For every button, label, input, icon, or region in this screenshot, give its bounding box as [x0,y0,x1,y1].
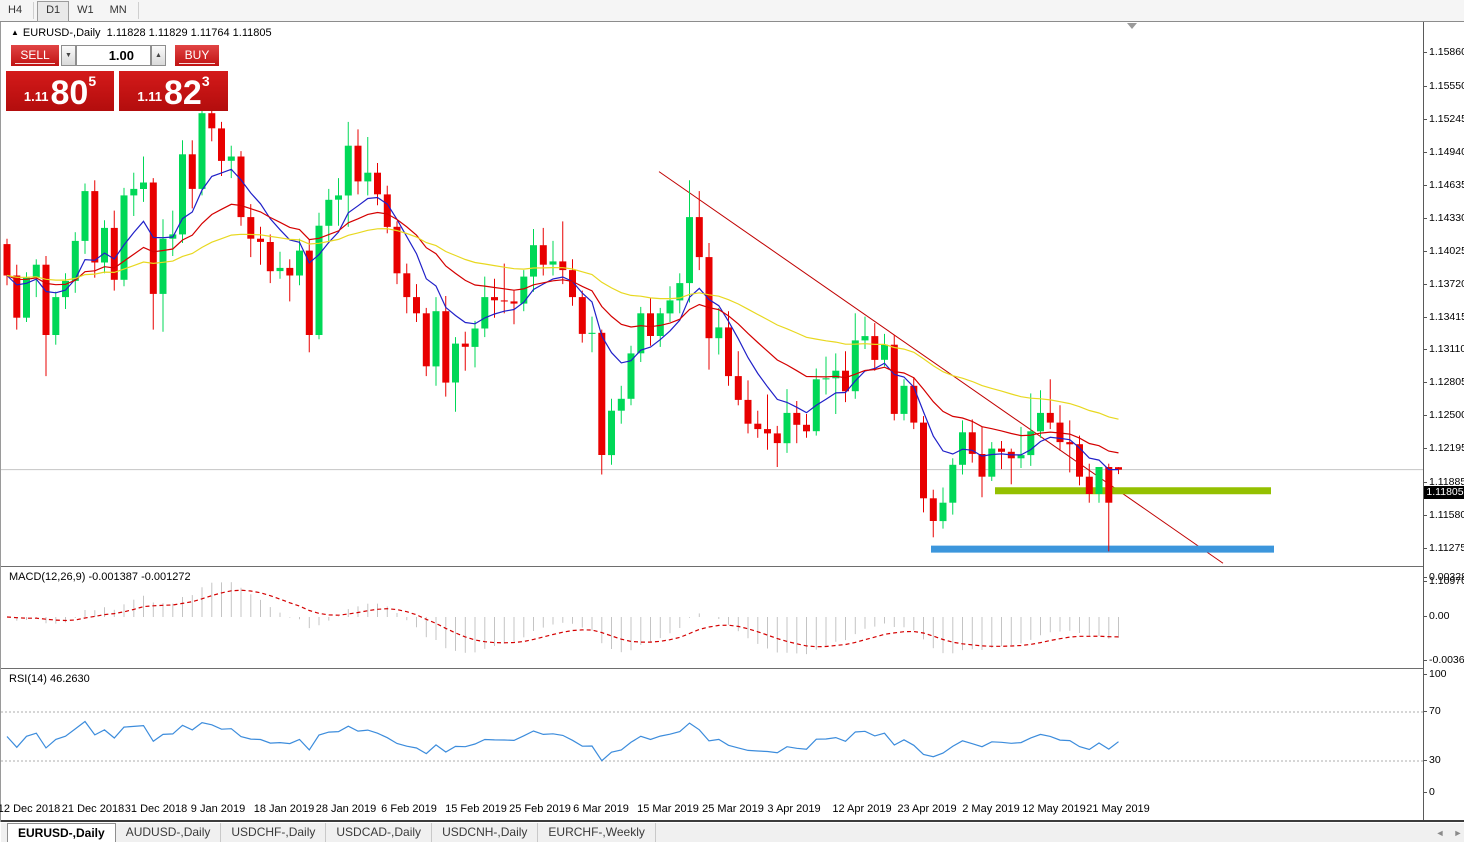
macd-signal-line [6,589,1119,648]
price-tick-label: 1.13720 [1424,278,1464,290]
price-axis[interactable]: 1.15860 1.15550 1.15245 1.14940 1.14635 1.143… [1423,22,1464,820]
chart-tab-usdchf[interactable]: USDCHF-,Daily [221,823,327,842]
window-bottom-border [1,820,1464,822]
tab-scroll-right-icon[interactable]: ► [1453,828,1463,838]
macd-histogram [16,582,1119,655]
moving-average-line [6,203,1119,454]
rsi-panel-canvas[interactable] [1,669,1423,799]
date-tick-label: 28 Jan 2019 [315,803,377,815]
macd-panel-canvas[interactable] [1,567,1423,668]
chart-tab-audusd[interactable]: AUDUSD-,Daily [116,823,222,842]
timeframe-button-mn[interactable]: MN [109,4,127,16]
date-tick-label: 15 Feb 2019 [445,803,507,815]
tab-scroll-left-icon[interactable]: ◄ [1435,828,1445,838]
price-tick-label: 1.10970 [1424,575,1464,587]
timeframe-button-h4[interactable]: H4 [8,4,23,16]
trendline-object[interactable] [658,171,1224,564]
date-axis[interactable]: 12 Dec 2018 21 Dec 2018 31 Dec 2018 9 Jan 2… [0,799,1423,820]
date-tick-label: 6 Feb 2019 [381,803,437,815]
price-tick-label: 1.14025 [1424,245,1464,257]
toolbar-separator [137,2,139,19]
price-tick-label: 1.14330 [1424,212,1464,224]
price-tick-label: 1.11885 [1423,476,1464,488]
volume-decrease-button[interactable]: ▼ [61,45,76,66]
date-tick-label: 6 Mar 2019 [573,803,629,815]
buy-price-prefix: 1.11 [137,89,162,104]
sell-price-big: 80 [50,74,89,112]
buy-price-big: 82 [163,74,202,112]
sell-price-sup: 5 [88,73,97,89]
chart-tab-eurusd[interactable]: EURUSD-,Daily [7,823,116,842]
date-tick-label: 21 May 2019 [1086,803,1150,815]
price-tick-label: 1.15550 [1424,80,1464,92]
date-tick-label: 25 Mar 2019 [702,803,764,815]
date-tick-label: 3 Apr 2019 [767,803,821,815]
sell-price-prefix: 1.11 [23,89,49,104]
macd-tick-label: -0.003659 [1423,654,1464,666]
date-tick-label: 12 Dec 2018 [0,803,61,815]
date-tick-label: 12 May 2019 [1022,803,1086,815]
chart-tab-usdcad[interactable]: USDCAD-,Daily [326,823,433,842]
date-tick-label: 12 Apr 2019 [832,803,892,815]
timeframe-toolbar: H4 D1 W1 MN [0,0,1464,22]
date-tick-label: 23 Apr 2019 [897,803,957,815]
current-price-tag: 1.11805 [1424,485,1464,499]
chart-ohlc-values: 1.11828 1.11829 1.11764 1.11805 [106,27,272,39]
rsi-tick-label: 30 [1424,754,1441,766]
price-tick-label: 1.15860 [1424,46,1464,58]
chart-symbol-label: EURUSD-,Daily [22,27,101,39]
macd-tick-label: 0.00 [1423,610,1450,622]
date-tick-label: 2 May 2019 [962,803,1020,815]
panel-separator[interactable] [1,668,1464,669]
macd-tick-label: 0.003287 [1424,571,1464,583]
price-tick-label: 1.14635 [1424,179,1464,191]
toolbar-separator [33,2,35,19]
price-tick-label: 1.14940 [1424,146,1464,158]
rsi-tick-label: 0 [1424,786,1435,798]
price-tick-label: 1.13110 [1423,343,1464,355]
timeframe-button-w1[interactable]: W1 [77,4,94,16]
price-tick-label: 1.13415 [1424,311,1464,323]
sell-button[interactable]: SELL [11,45,59,66]
chart-window: ▲ EURUSD-,Daily 1.11828 1.11829 1.11764 1… [0,22,1464,842]
moving-average-line [6,168,1119,471]
rsi-tick-label: 100 [1424,668,1447,680]
panel-separator[interactable] [1,566,1464,567]
price-tick-label: 1.15245 [1424,113,1464,125]
chart-tab-bar: EURUSD-,Daily AUDUSD-,Daily USDCHF-,Daily U… [1,822,1464,842]
candles-group [3,97,1122,552]
rsi-indicator-label: RSI(14) 46.2630 [9,673,90,685]
date-tick-label: 21 Dec 2018 [61,803,125,815]
volume-increase-button[interactable]: ▲ [151,45,166,66]
price-tick-label: 1.12195 [1424,442,1464,454]
price-tick-label: 1.11275 [1423,542,1464,554]
collapse-arrow-icon: ▲ [11,28,19,37]
macd-indicator-label: MACD(12,26,9) -0.001387 -0.001272 [9,571,191,583]
volume-input[interactable] [76,45,151,66]
chart-title: ▲ EURUSD-,Daily 1.11828 1.11829 1.11764 1… [11,27,272,39]
chart-tab-eurchf[interactable]: EURCHF-,Weekly [538,823,656,842]
rsi-line [6,720,1119,762]
main-chart-canvas[interactable] [1,22,1423,566]
chart-tab-usdcnh[interactable]: USDCNH-,Daily [432,823,539,842]
one-click-trading-panel: SELL ▼ ▲ BUY 1.11 80 5 1.11 82 3 [6,45,230,132]
date-tick-label: 31 Dec 2018 [124,803,188,815]
price-tick-label: 1.12805 [1424,376,1464,388]
timeframe-button-d1[interactable]: D1 [37,1,70,22]
moving-average-line [6,228,1119,420]
chart-shift-marker-icon[interactable] [1127,23,1137,29]
date-tick-label: 9 Jan 2019 [190,803,246,815]
rsi-tick-label: 70 [1424,705,1441,717]
price-tick-label: 1.11580 [1423,509,1464,521]
price-tick-label: 1.12500 [1424,409,1464,421]
date-tick-label: 25 Feb 2019 [509,803,571,815]
date-tick-label: 18 Jan 2019 [253,803,315,815]
sell-price-box[interactable]: 1.11 80 5 [6,71,114,111]
date-tick-label: 15 Mar 2019 [637,803,699,815]
buy-button[interactable]: BUY [175,45,219,66]
buy-price-box[interactable]: 1.11 82 3 [119,71,228,111]
buy-price-sup: 3 [201,73,210,89]
